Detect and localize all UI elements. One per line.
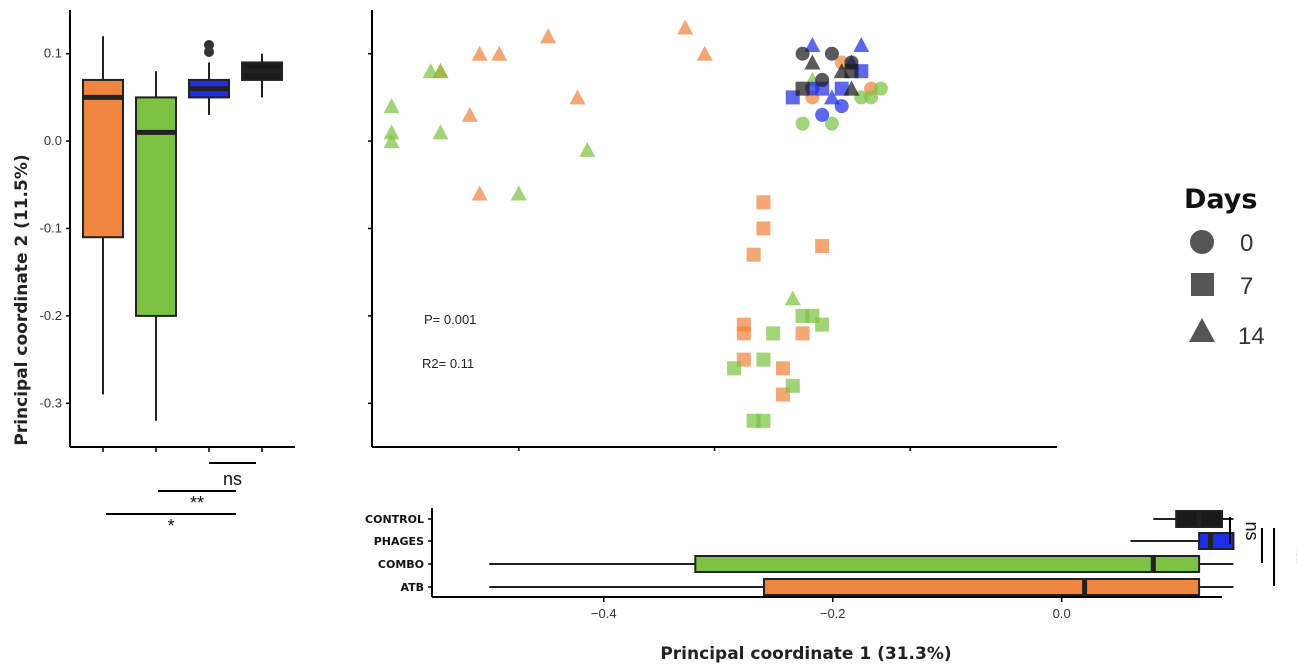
scatter-point-combo (510, 185, 527, 201)
legend-circle-icon (1190, 230, 1214, 254)
scatter-point-atb (815, 238, 830, 253)
scatter-point-combo (432, 124, 449, 140)
left-y-tick-label: -0.2 (40, 308, 62, 323)
legend-square-icon (1191, 273, 1214, 296)
p-value-annotation: P= 0.001 (424, 312, 476, 327)
box-atb (763, 578, 1201, 596)
x-axis-title: Principal coordinate 1 (31.3%) (660, 644, 951, 664)
group-label-combo: COMBO (378, 558, 424, 571)
bottom-boxplot-panel: −0.4 −0.2 0.0 CONTROL PHAGES COMBO ATB ns ** (365, 508, 1297, 621)
scatter-point-control (804, 54, 821, 70)
scatter-point-atb (677, 19, 694, 35)
outlier-phages (204, 39, 214, 50)
scatter-point-phages (853, 36, 870, 52)
left-y-tick-label: 0.1 (44, 46, 62, 61)
significance-label: ** (190, 493, 204, 513)
scatter-point-atb (461, 106, 478, 122)
scatter-point-combo (432, 63, 449, 79)
scatter-point-combo (766, 326, 781, 341)
scatter-point-combo (784, 290, 801, 306)
scatter-point-control (824, 46, 839, 61)
scatter-point-combo (756, 352, 771, 367)
scatter-point-combo (383, 133, 400, 149)
scatter-point-atb (540, 28, 557, 44)
scatter-point-control (844, 64, 859, 79)
scatter-point-atb (491, 45, 508, 61)
scatter-point-atb (756, 195, 771, 210)
scatter-point-combo (727, 361, 742, 376)
group-label-control: CONTROL (365, 513, 424, 526)
scatter-point-phages (815, 107, 830, 122)
scatter-point-atb (696, 45, 713, 61)
left-y-tick-label: -0.1 (40, 221, 62, 236)
box-phages (1198, 532, 1235, 550)
y-axis-title: Principal coordinate 2 (11.5%) (12, 154, 32, 445)
box-atb (82, 78, 124, 239)
scatter-point-combo (795, 116, 810, 131)
scatter-point-combo (383, 98, 400, 114)
legend-title: Days (1184, 184, 1257, 215)
scatter-point-atb (795, 326, 810, 341)
significance-label: ns (223, 469, 242, 489)
legend-triangle-icon (1189, 318, 1215, 342)
scatter-point-phages (823, 89, 840, 105)
r2-annotation: R2= 0.11 (422, 356, 474, 371)
scatter-point-combo (873, 81, 888, 96)
scatter-point-phages (834, 99, 849, 114)
scatter-point-atb (736, 326, 751, 341)
bottom-x-tick-label: −0.4 (591, 606, 617, 621)
scatter-point-phages (834, 81, 849, 96)
outlier-phages (204, 46, 214, 57)
box-combo (694, 555, 1201, 573)
scatter-point-combo (824, 116, 839, 131)
scatter-point-atb (471, 185, 488, 201)
significance-label: ** (1286, 550, 1297, 564)
scatter-point-atb (776, 361, 790, 376)
bottom-x-tick-label: 0.0 (1053, 606, 1071, 621)
scatter-point-control (795, 46, 810, 61)
legend-label-day14: 14 (1238, 323, 1265, 350)
scatter-point-combo (785, 378, 800, 393)
legend-label-day7: 7 (1240, 273, 1253, 300)
legend-label-day0: 0 (1240, 230, 1253, 257)
scatter-point-combo (815, 317, 830, 332)
scatter-point-combo (756, 413, 771, 428)
left-y-tick-label: 0.0 (44, 133, 62, 148)
scatter-point-combo (579, 141, 596, 157)
scatter-panel (368, 10, 1057, 451)
scatter-point-atb (746, 247, 761, 262)
scatter-point-atb (471, 45, 488, 61)
bottom-x-tick-label: −0.2 (820, 606, 846, 621)
legend: Days 0 7 14 (1184, 184, 1265, 350)
scatter-point-combo (383, 124, 400, 140)
scatter-point-control (795, 81, 810, 96)
scatter-point-atb (756, 221, 771, 236)
significance-label: ns (1242, 521, 1262, 540)
scatter-point-phages (804, 36, 821, 52)
scatter-point-control (843, 80, 860, 96)
group-label-atb: ATB (400, 581, 424, 594)
scatter-point-control (815, 72, 830, 87)
scatter-point-combo (864, 90, 879, 105)
scatter-point-atb (569, 89, 586, 105)
left-boxplot-panel: 0.10.0-0.1-0.2-0.3ns*** (40, 10, 295, 536)
left-y-tick-label: -0.3 (40, 395, 62, 410)
group-label-phages: PHAGES (374, 535, 424, 548)
significance-label: * (167, 516, 174, 536)
